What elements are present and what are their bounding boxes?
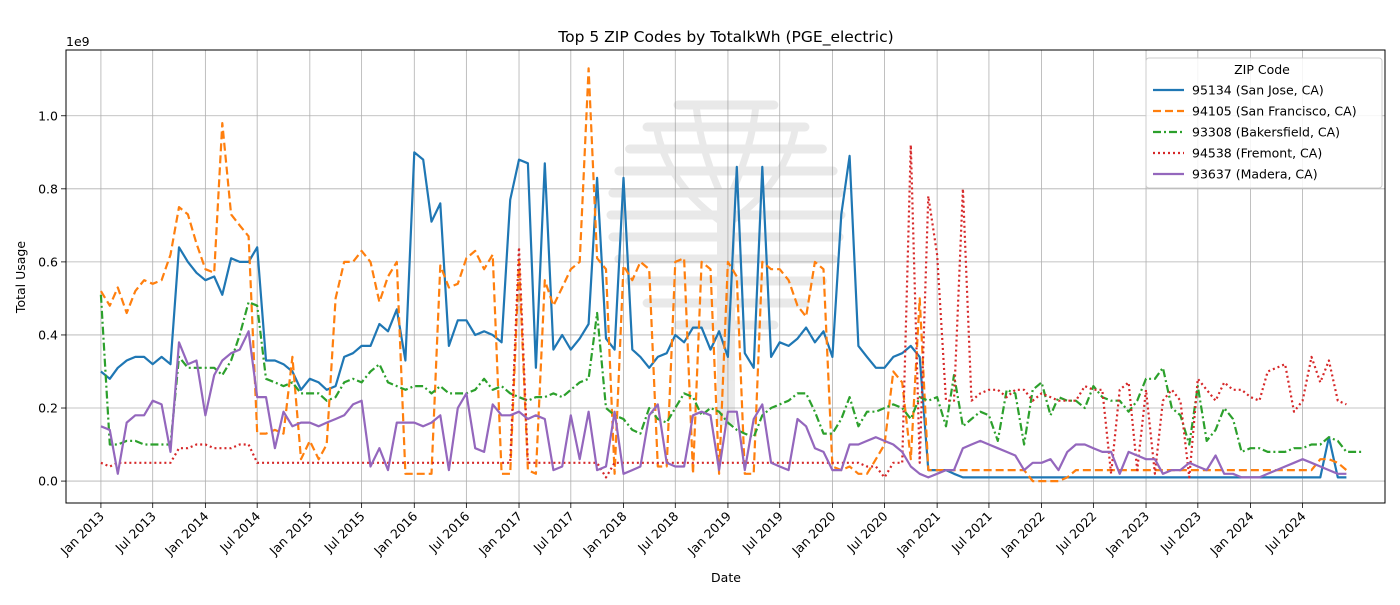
plot-frame xyxy=(65,49,1386,504)
watermark-branches xyxy=(652,104,800,228)
legend-label: 93637 (Madera, CA) xyxy=(1192,167,1318,182)
legend-items: 95134 (San Jose, CA) 94105 (San Francisco… xyxy=(1153,83,1357,182)
series-layer xyxy=(99,67,1365,483)
legend-label: 94538 (Fremont, CA) xyxy=(1192,146,1322,161)
y-tick-label: 0.2 xyxy=(38,401,58,416)
chart-title: Top 5 ZIP Codes by TotalkWh (PGE_electri… xyxy=(557,28,893,47)
series-line xyxy=(99,294,1365,453)
series-line xyxy=(100,143,1347,479)
legend-box xyxy=(1145,57,1383,189)
y-tick-label: 0.4 xyxy=(38,327,58,342)
y-offset-label: 1e9 xyxy=(66,34,90,49)
x-axis-label: Date xyxy=(711,570,741,585)
legend-label: 93308 (Bakersfield, CA) xyxy=(1192,125,1340,140)
legend: ZIP Code 95134 (San Jose, CA) 94105 (San … xyxy=(1145,57,1383,189)
legend-title: ZIP Code xyxy=(1234,62,1290,77)
y-tick-label: 1.0 xyxy=(38,108,58,123)
legend-label: 95134 (San Jose, CA) xyxy=(1192,83,1324,98)
y-tick-label: 0.6 xyxy=(38,254,58,269)
y-tick-label: 0.0 xyxy=(38,474,58,489)
y-axis-label: Total Usage xyxy=(13,241,28,314)
series-line xyxy=(99,67,1348,483)
series-line xyxy=(100,330,1347,479)
grid xyxy=(66,50,1385,503)
legend-label: 94105 (San Francisco, CA) xyxy=(1192,104,1357,119)
y-tick-label: 0.8 xyxy=(38,181,58,196)
watermark xyxy=(606,100,846,425)
